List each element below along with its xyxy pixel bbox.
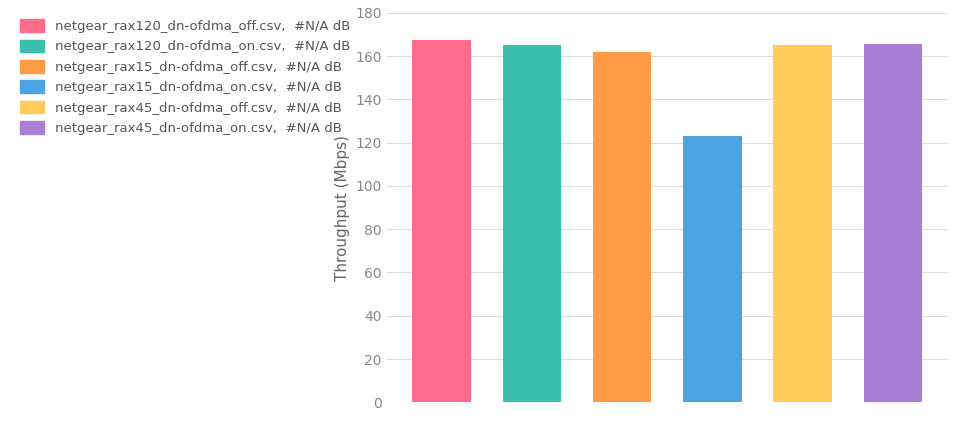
Bar [774, 45, 832, 402]
Y-axis label: Throughput (Mbps): Throughput (Mbps) [335, 134, 350, 281]
Bar [864, 44, 923, 402]
Bar [412, 40, 471, 402]
Bar [503, 45, 561, 402]
Bar [683, 136, 742, 402]
Legend: netgear_rax120_dn-ofdma_off.csv,  #N/A dB, netgear_rax120_dn-ofdma_on.csv,  #N/A: netgear_rax120_dn-ofdma_off.csv, #N/A dB… [16, 15, 354, 139]
Bar [593, 52, 652, 402]
